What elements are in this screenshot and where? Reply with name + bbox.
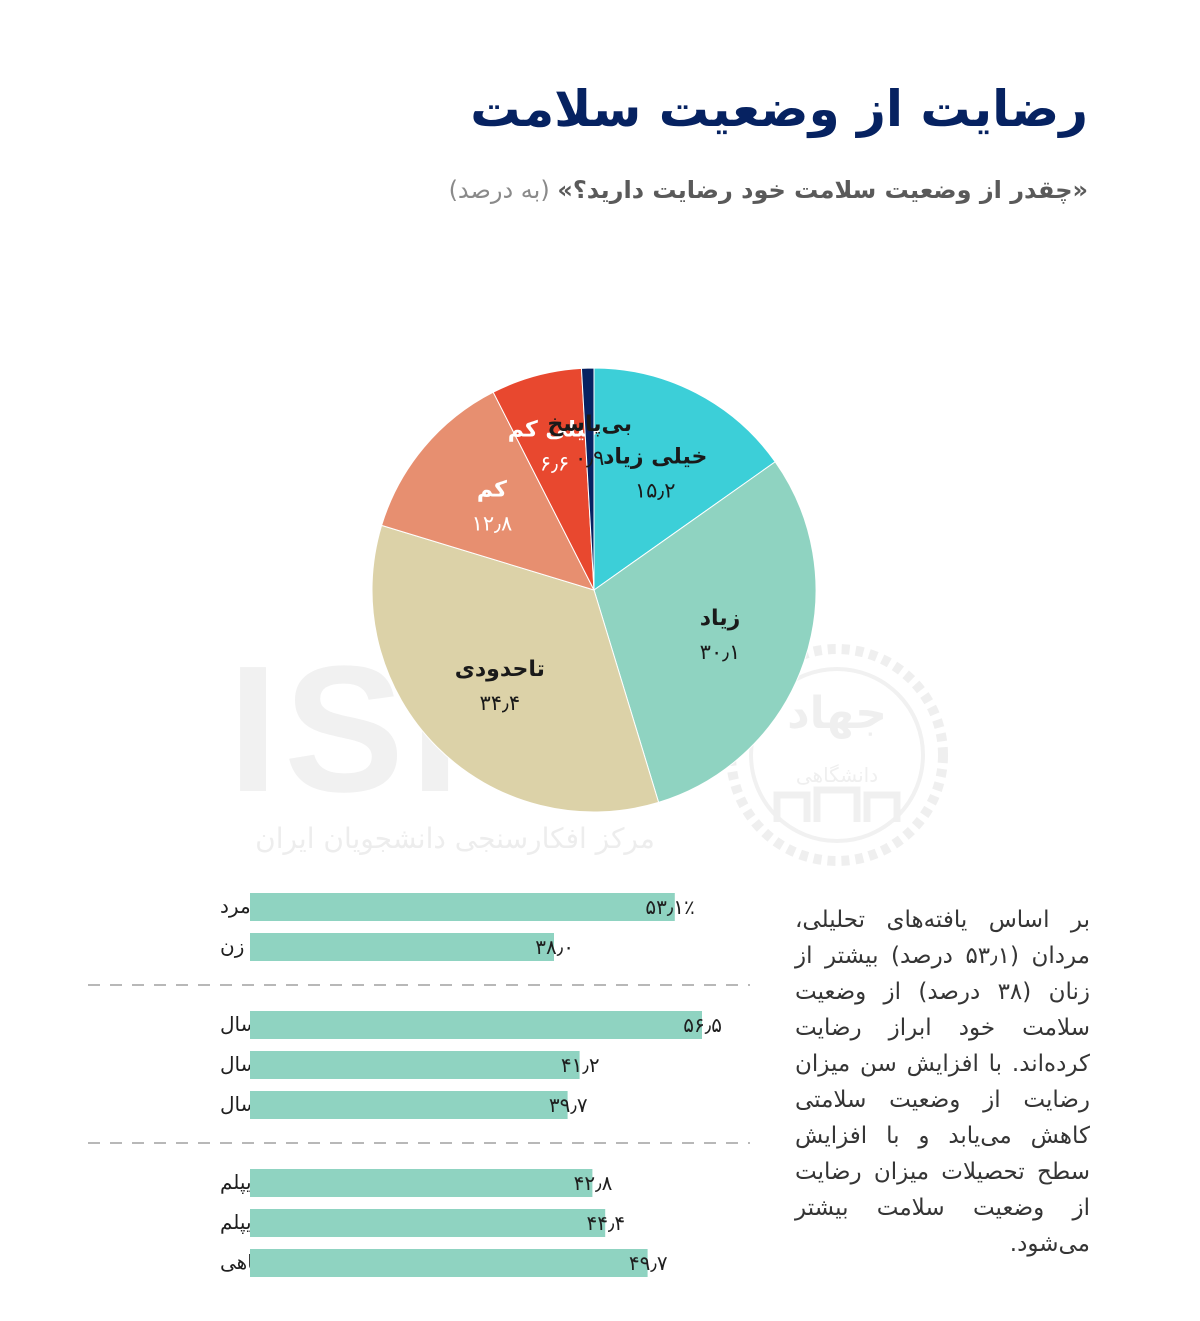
bar [250, 1051, 580, 1079]
pie-slice [593, 367, 776, 591]
bar-value-label: ۴۲٫۸ [574, 1171, 613, 1195]
bar [250, 1169, 593, 1197]
bar-value-label: ۳۸٫۰ [535, 935, 574, 959]
bar-value-label: ۵۳٫۱٪ [645, 895, 694, 919]
pie-slice-value: ۳۰٫۱ [700, 640, 741, 664]
bar [250, 1209, 606, 1237]
watermark-caption: مرکز افکارسنجی دانشجویان ایران [255, 822, 655, 855]
bar [250, 1249, 648, 1277]
pie-chart: خیلی زیاد۱۵٫۲زیاد۳۰٫۱تاحدودی۳۴٫۴کم۱۲٫۸خی… [371, 367, 817, 813]
bar [250, 1011, 702, 1039]
bar-value-label: ۴۴٫۴ [586, 1211, 625, 1235]
watermark-seal-bottom: دانشگاهی [796, 763, 878, 787]
page-title: رضایت از وضعیت سلامت [470, 80, 1088, 138]
analysis-note: بر اساس یافته‌های تحلیلی، مردان (۵۳٫۱ در… [795, 907, 1090, 1257]
pie-slice-label: خیلی زیاد [603, 445, 707, 470]
page-subtitle: «چقدر از وضعیت سلامت خود رضایت دارید؟» (… [328, 176, 1088, 205]
pie-slice-value: ۳۴٫۴ [479, 691, 520, 715]
pie-slice-label: کم [477, 477, 507, 502]
pie-slice-value: ۰٫۹ [575, 446, 604, 470]
bar [250, 893, 675, 921]
unit-label: (به درصد) [448, 176, 550, 204]
bar-category-label: مرد [220, 894, 251, 918]
watermark-seal-top: جهاد [787, 688, 887, 739]
pie-slice [580, 367, 595, 591]
pie-slice [593, 461, 817, 804]
watermark-seal: جهاد دانشگاهی [726, 644, 948, 866]
pie-slice-value: ۱۵٫۲ [635, 479, 676, 503]
pie-slice [380, 391, 595, 591]
pie-slice-value: ۱۲٫۸ [472, 511, 513, 535]
bar [250, 1091, 568, 1119]
pie-chart-container: خیلی زیاد ۱۵٫۲ زیاد ۳۰٫۱ تاحدودی ۳۴٫۴ کم ۱۲٫۸ خی… [340, 285, 840, 830]
pie-slice-value: ۶٫۶ [540, 451, 569, 475]
bar-value-label: ۴۱٫۲ [561, 1053, 600, 1077]
pie-slice-label: تاحدودی [455, 657, 545, 682]
bar-value-label: ۵۶٫۵ [683, 1013, 722, 1037]
bar-category-label: زن [220, 934, 244, 958]
bar-value-label: ۴۹٫۷ [629, 1251, 668, 1275]
bar-value-label: ۳۹٫۷ [549, 1093, 588, 1117]
pie-slice-label: زیاد [700, 606, 740, 631]
pie-slice [371, 524, 660, 813]
pie-slice-label: بی‌پاسخ [547, 412, 632, 437]
bar [250, 933, 554, 961]
survey-question: «چقدر از وضعیت سلامت خود رضایت دارید؟» [557, 176, 1088, 204]
